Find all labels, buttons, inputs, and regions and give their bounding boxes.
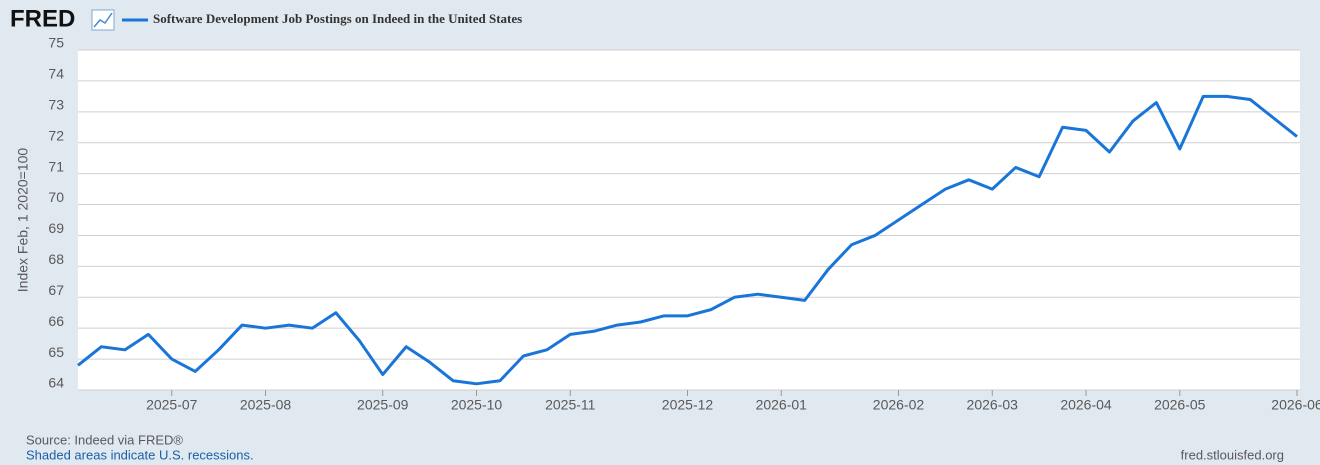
x-tick-label: 2026-01 (756, 397, 808, 413)
y-tick-label: 71 (48, 158, 64, 174)
y-tick-label: 64 (48, 375, 64, 391)
x-tick-label: 2026-06 (1271, 397, 1320, 413)
y-axis-label: Index Feb, 1 2020=100 (15, 148, 31, 293)
y-tick-label: 73 (48, 97, 64, 113)
x-tick-label: 2025-12 (662, 397, 714, 413)
legend-label: Software Development Job Postings on Ind… (153, 11, 522, 26)
y-tick-label: 68 (48, 251, 64, 267)
x-tick-label: 2025-11 (545, 397, 596, 413)
x-tick-label: 2026-02 (873, 397, 925, 413)
logo: FRED (10, 5, 75, 32)
y-tick-label: 67 (48, 282, 64, 298)
x-tick-label: 2025-10 (451, 397, 503, 413)
plot-area (78, 50, 1300, 390)
y-tick-label: 75 (48, 35, 64, 51)
x-tick-label: 2026-04 (1060, 397, 1112, 413)
logo-icon (91, 9, 115, 31)
y-tick-label: 66 (48, 313, 64, 329)
x-tick-label: 2025-07 (146, 397, 198, 413)
x-tick-label: 2025-09 (357, 397, 409, 413)
x-tick-label: 2026-03 (967, 397, 1019, 413)
x-tick-label: 2026-05 (1154, 397, 1206, 413)
y-tick-label: 65 (48, 344, 64, 360)
x-tick-label: 2025-08 (240, 397, 292, 413)
source: Source: Indeed via FRED® (26, 432, 183, 447)
url[interactable]: fred.stlouisfed.org (1181, 447, 1284, 462)
series-line (77, 94, 1298, 386)
y-tick-label: 69 (48, 220, 64, 236)
y-tick-label: 74 (48, 66, 64, 82)
y-tick-label: 70 (48, 189, 64, 205)
note[interactable]: Shaded areas indicate U.S. recessions. (26, 447, 254, 462)
y-tick-label: 72 (48, 127, 64, 143)
